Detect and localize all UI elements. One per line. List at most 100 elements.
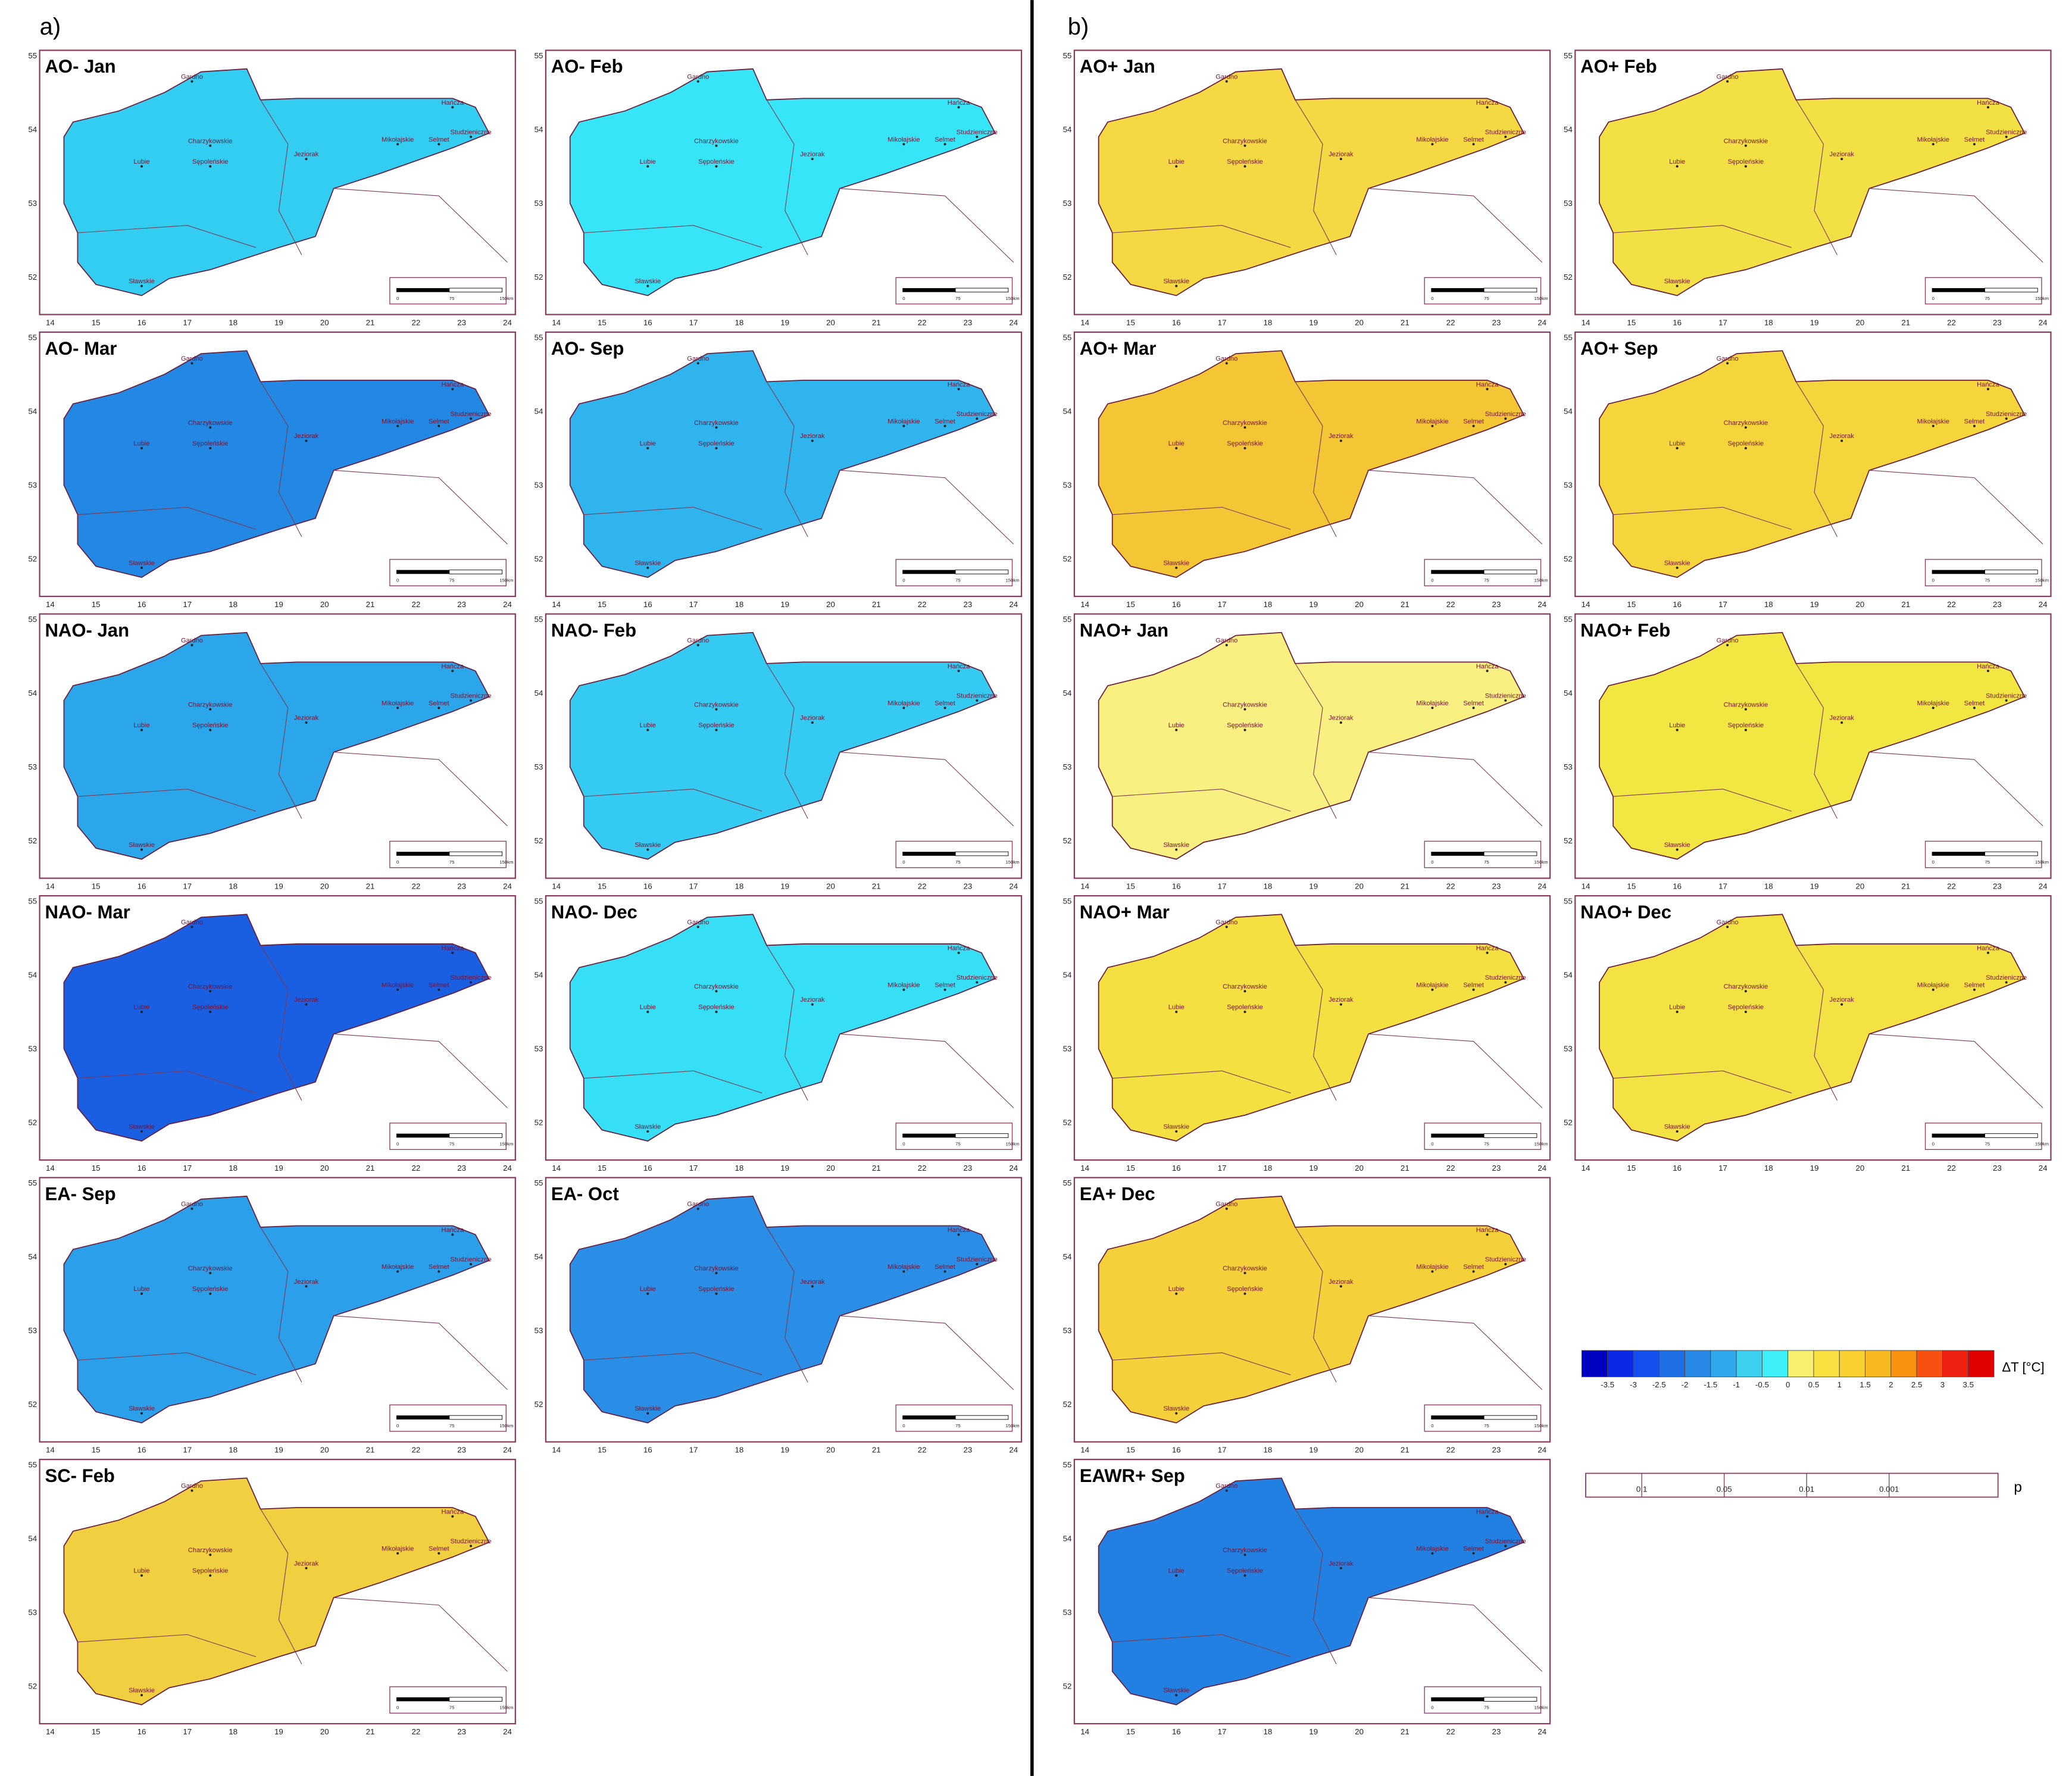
- lake-dot: [1504, 699, 1507, 702]
- lake-label: Sępoleńskie: [192, 1286, 228, 1293]
- lake-dot: [140, 165, 143, 168]
- scale-label: 150km: [499, 1142, 513, 1147]
- lat-tick-label: 52: [28, 836, 37, 845]
- lon-tick-label: 19: [780, 318, 789, 327]
- lon-tick-label: 14: [46, 1445, 55, 1454]
- lon-tick-label: 17: [1218, 1727, 1227, 1736]
- lake-label: Lubie: [1669, 158, 1685, 165]
- lake-dot: [1175, 1011, 1178, 1014]
- lake-dot: [1973, 424, 1976, 427]
- lake-label: Sławskie: [129, 278, 155, 285]
- lon-tick-label: 20: [1856, 600, 1865, 609]
- lake-dot: [715, 1292, 718, 1295]
- lake-label: Selmet: [935, 700, 955, 707]
- lon-tick-label: 21: [1401, 1445, 1410, 1454]
- lon-tick-label: 21: [1401, 318, 1410, 327]
- lake-dot: [1744, 728, 1747, 731]
- lat-tick-label: 53: [1063, 480, 1072, 489]
- lake-dot: [1486, 1233, 1489, 1236]
- lake-dot: [715, 1011, 718, 1014]
- lake-dot: [209, 728, 212, 731]
- lake-label: Mikołajskie: [887, 136, 920, 143]
- lake-dot: [209, 1292, 212, 1295]
- lon-tick-label: 16: [643, 600, 652, 609]
- scale-bar: [1932, 1133, 1985, 1138]
- lake-label: Charzykowskie: [188, 420, 233, 427]
- lake-label: Lubie: [640, 1004, 656, 1011]
- lon-tick-label: 15: [92, 1445, 101, 1454]
- scale-label: 75: [1484, 1705, 1489, 1711]
- lake-dot: [1243, 1292, 1246, 1295]
- lon-tick-label: 20: [826, 1164, 835, 1172]
- lat-tick-label: 52: [1564, 555, 1573, 564]
- scale-bar: [902, 570, 956, 574]
- lat-tick-label: 54: [1063, 407, 1072, 415]
- lon-tick-label: 21: [366, 1164, 375, 1172]
- lake-dot: [976, 699, 979, 702]
- lake-dot: [902, 1270, 905, 1273]
- lat-tick-label: 52: [1063, 1400, 1072, 1409]
- map-panel: Gardno Charzykowskie Sępoleńskie Lubie Sławs…: [1063, 1459, 1551, 1736]
- lon-tick-label: 17: [183, 1727, 192, 1736]
- legend-swatch: [1658, 1350, 1685, 1377]
- lon-tick-label: 23: [1993, 318, 2002, 327]
- lake-label: Selmet: [1463, 1545, 1484, 1552]
- lon-tick-label: 24: [503, 1445, 512, 1454]
- lake-dot: [1676, 284, 1679, 287]
- lake-dot: [451, 670, 454, 673]
- scale-label: 0: [1932, 578, 1935, 583]
- lake-dot: [1431, 706, 1434, 709]
- lon-tick-label: 15: [92, 1727, 101, 1736]
- panel-title: EA- Oct: [551, 1183, 619, 1204]
- lake-dot: [646, 848, 649, 851]
- lake-label: Charzykowskie: [188, 1265, 233, 1272]
- lake-label: Gardno: [687, 73, 709, 80]
- lon-tick-label: 22: [1947, 881, 1956, 890]
- lake-dot: [715, 426, 718, 429]
- lon-tick-label: 15: [1627, 881, 1636, 890]
- lake-label: Studzieniczne: [451, 974, 492, 981]
- lake-dot: [1973, 988, 1976, 991]
- lake-label: Hańcza: [1476, 945, 1499, 952]
- lake-label: Hańcza: [442, 663, 464, 670]
- lon-tick-label: 23: [1492, 600, 1501, 609]
- scale-label: 150km: [2035, 859, 2049, 865]
- lon-tick-label: 20: [1355, 1445, 1364, 1454]
- map-panel: Gardno Charzykowskie Sępoleńskie Lubie Sławs…: [1564, 613, 2052, 890]
- lon-tick-label: 24: [2039, 881, 2048, 890]
- lake-dot: [305, 439, 308, 442]
- panel-title: NAO+ Jan: [1080, 620, 1168, 640]
- lake-dot: [140, 728, 143, 731]
- map-panel: Gardno Charzykowskie Sępoleńskie Lubie Sławs…: [535, 49, 1023, 327]
- lake-label: Hańcza: [948, 99, 970, 107]
- lake-dot: [396, 424, 399, 427]
- scale-label: 150km: [1534, 859, 1548, 865]
- lake-label: Jeziorak: [294, 433, 319, 440]
- lake-dot: [1676, 566, 1679, 569]
- legend-tick-label: -1.5: [1704, 1380, 1717, 1389]
- lon-tick-label: 17: [1718, 1164, 1727, 1172]
- lake-label: Gardno: [181, 637, 203, 644]
- lake-label: Studzieniczne: [1485, 974, 1526, 981]
- lon-tick-label: 15: [92, 881, 101, 890]
- lon-tick-label: 14: [552, 1164, 561, 1172]
- lake-dot: [1472, 143, 1475, 146]
- border-lines: [1112, 99, 1543, 263]
- scale-label: 0: [396, 1423, 399, 1428]
- lake-dot: [1726, 80, 1729, 83]
- lon-tick-label: 20: [826, 1445, 835, 1454]
- lake-label: Lubie: [1669, 722, 1685, 729]
- lon-tick-label: 23: [457, 600, 466, 609]
- lake-label: Jeziorak: [294, 1278, 319, 1286]
- lake-label: Hańcza: [1977, 99, 1999, 107]
- border-lines: [1112, 382, 1543, 545]
- scale-bar: [449, 287, 503, 293]
- lake-dot: [209, 708, 212, 711]
- region: [63, 631, 490, 860]
- lat-tick-label: 54: [28, 1534, 37, 1543]
- lon-tick-label: 16: [643, 881, 652, 890]
- lake-label: Gardno: [1717, 355, 1739, 362]
- lon-tick-label: 14: [1582, 881, 1590, 890]
- lake-dot: [470, 981, 473, 984]
- panel-title: AO+ Jan: [1080, 56, 1155, 77]
